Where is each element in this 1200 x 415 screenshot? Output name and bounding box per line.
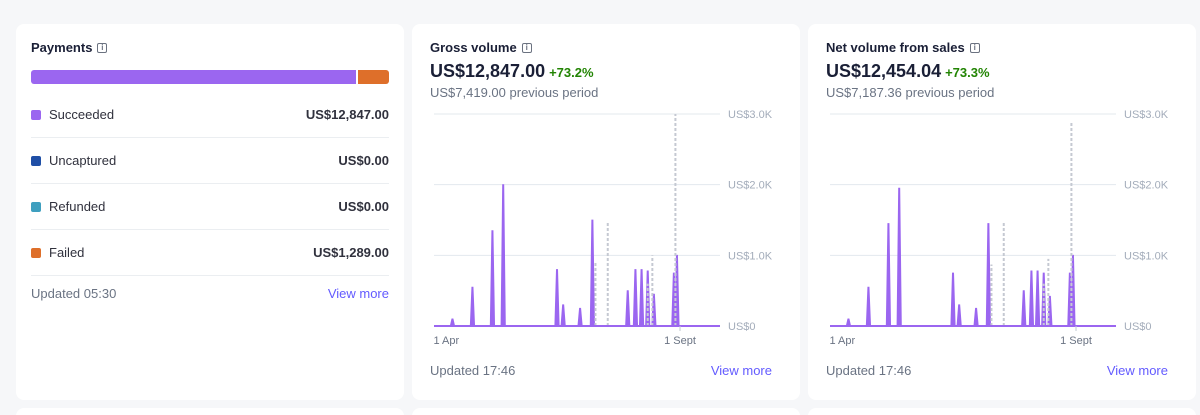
net-previous: US$7,187.36 previous period (826, 85, 995, 100)
next-card-edge (808, 408, 1196, 415)
net-title-text: Net volume from sales (826, 40, 965, 55)
next-card-edge (412, 408, 800, 415)
volume-spike (845, 318, 852, 327)
x-tick-label: 1 Apr (433, 335, 459, 346)
volume-spike (554, 269, 560, 327)
gross-title: Gross volume i (430, 40, 532, 55)
gross-previous: US$7,419.00 previous period (430, 85, 599, 100)
gross-chart[interactable]: US$0 US$1.0K US$2.0K US$3.0K 1 Apr 1 Sept (430, 106, 792, 346)
volume-spike (1028, 270, 1035, 327)
row-label: Failed (49, 245, 85, 260)
y-tick-label: US$1.0K (728, 250, 773, 262)
net-change-badge: +73.3% (945, 65, 990, 80)
gross-updated: Updated 17:46 (430, 363, 516, 378)
status-dot-icon (31, 155, 41, 166)
failed-segment (356, 70, 389, 84)
volume-spike (896, 187, 902, 327)
payments-updated: Updated 05:30 (31, 286, 117, 301)
status-dot-icon (31, 109, 41, 120)
y-tick-label: US$0 (728, 321, 756, 333)
net-title: Net volume from sales i (826, 40, 980, 55)
volume-spike (638, 269, 645, 327)
payments-status-bar (31, 70, 389, 84)
info-icon[interactable]: i (521, 42, 532, 53)
net-volume-card: Net volume from sales i US$12,454.04 +73… (808, 24, 1196, 400)
volume-spike (625, 290, 631, 327)
row-label: Succeeded (49, 107, 115, 122)
volume-spike (500, 184, 506, 327)
row-amount: US$0.00 (338, 153, 389, 168)
row-amount: US$12,847.00 (305, 107, 389, 122)
list-item: Failed US$1,289.00 (31, 230, 389, 276)
volume-spike (1034, 270, 1041, 327)
net-updated: Updated 17:46 (826, 363, 912, 378)
x-tick-label: 1 Apr (829, 335, 855, 346)
status-dot-icon (31, 201, 41, 212)
payments-breakdown: Succeeded US$12,847.00 Uncaptured US$0.0… (31, 92, 389, 276)
row-amount: US$1,289.00 (313, 245, 389, 260)
y-tick-label: US$2.0K (1124, 180, 1169, 192)
net-total: US$12,454.04 +73.3% (826, 61, 990, 82)
status-dot-icon (31, 247, 41, 258)
succeeded-segment (31, 70, 357, 84)
net-chart[interactable]: US$0 US$1.0K US$2.0K US$3.0K 1 Apr 1 Sept (826, 106, 1188, 346)
x-tick-label: 1 Sept (1060, 335, 1092, 346)
volume-spike (577, 307, 583, 327)
gross-change-badge: +73.2% (549, 65, 594, 80)
volume-spike (865, 286, 872, 327)
next-card-edge (16, 408, 404, 415)
net-view-more-link[interactable]: View more (1106, 363, 1168, 378)
volume-spike (589, 219, 595, 327)
volume-spike (985, 223, 991, 327)
net-chart-svg: US$0 US$1.0K US$2.0K US$3.0K 1 Apr 1 Sept (829, 109, 1169, 346)
net-value: US$12,454.04 (826, 61, 942, 81)
volume-spike (449, 318, 456, 327)
gross-chart-svg: US$0 US$1.0K US$2.0K US$3.0K 1 Apr 1 Sept (433, 109, 773, 346)
volume-spike (973, 307, 979, 327)
gross-value: US$12,847.00 (430, 61, 546, 81)
info-icon[interactable]: i (97, 42, 108, 53)
y-tick-label: US$3.0K (1124, 109, 1169, 121)
list-item: Refunded US$0.00 (31, 184, 389, 230)
volume-spike (1021, 290, 1027, 327)
volume-spike (560, 304, 566, 327)
volume-spike (489, 230, 496, 327)
volume-spike (469, 286, 476, 327)
x-tick-label: 1 Sept (664, 335, 696, 346)
payments-title: Payments i (31, 40, 108, 55)
gross-view-more-link[interactable]: View more (710, 363, 772, 378)
gross-total: US$12,847.00 +73.2% (430, 61, 594, 82)
list-item: Succeeded US$12,847.00 (31, 92, 389, 138)
row-label: Uncaptured (49, 153, 117, 168)
volume-spike (885, 223, 892, 327)
gross-volume-card: Gross volume i US$12,847.00 +73.2% US$7,… (412, 24, 800, 400)
list-item: Uncaptured US$0.00 (31, 138, 389, 184)
info-icon[interactable]: i (969, 42, 980, 53)
row-label: Refunded (49, 199, 106, 214)
gross-title-text: Gross volume (430, 40, 517, 55)
y-tick-label: US$0 (1124, 321, 1152, 333)
payments-title-text: Payments (31, 40, 93, 55)
y-tick-label: US$1.0K (1124, 250, 1169, 262)
volume-spike (632, 269, 639, 327)
y-tick-label: US$3.0K (728, 109, 773, 121)
payments-card: Payments i Succeeded US$12,847.00 Uncapt… (16, 24, 404, 400)
row-amount: US$0.00 (338, 199, 389, 214)
payments-view-more-link[interactable]: View more (327, 286, 389, 301)
y-tick-label: US$2.0K (728, 180, 773, 192)
volume-spike (950, 272, 956, 327)
volume-spike (956, 304, 962, 327)
